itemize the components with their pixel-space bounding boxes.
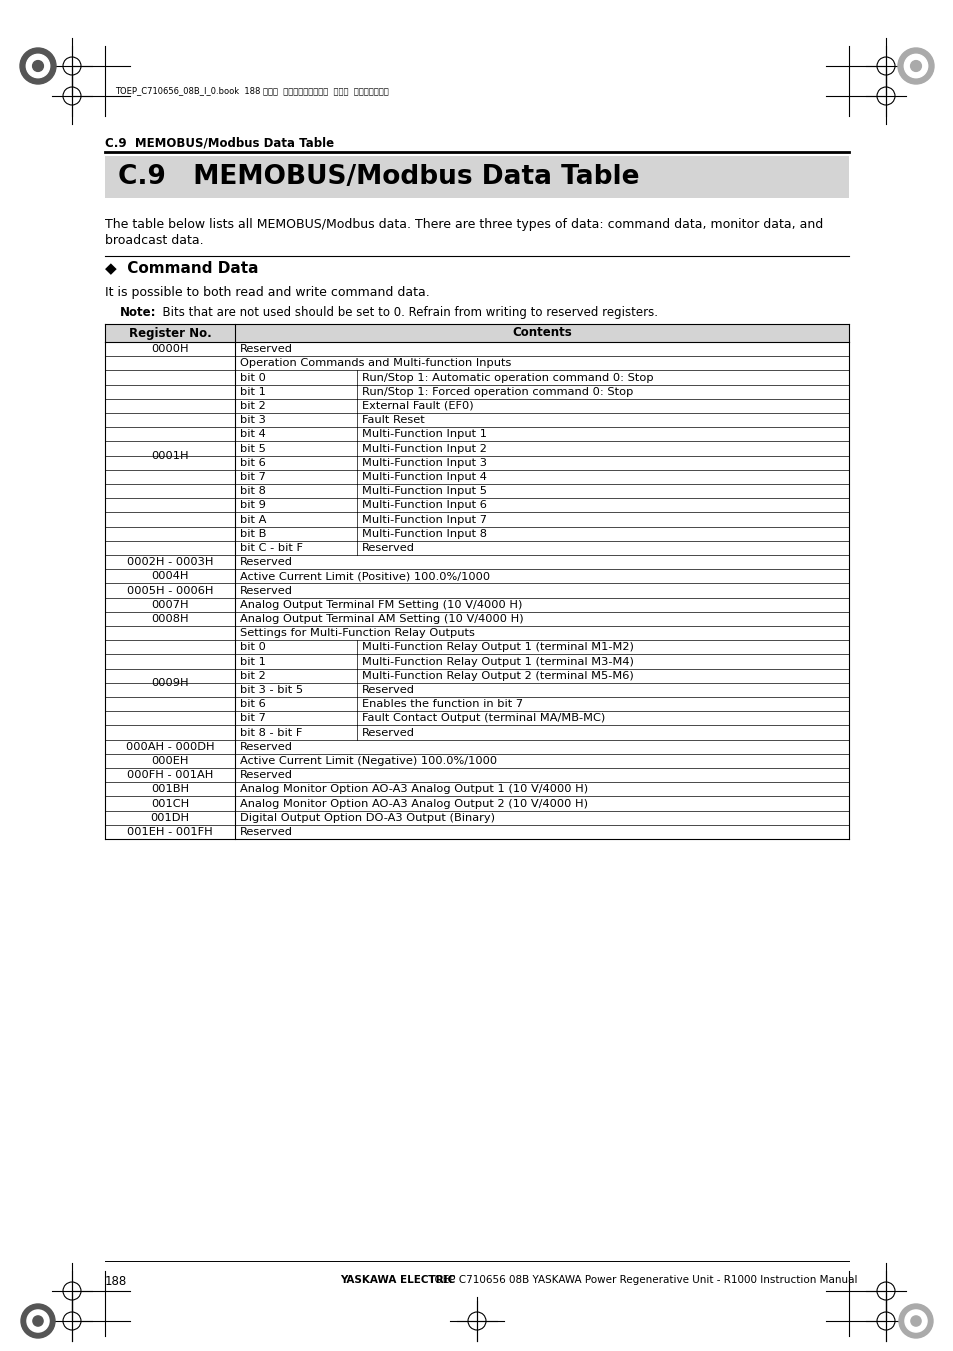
Text: ◆  Command Data: ◆ Command Data (105, 259, 258, 276)
Text: C.9  MEMOBUS/Modbus Data Table: C.9 MEMOBUS/Modbus Data Table (105, 136, 334, 149)
Circle shape (910, 1316, 921, 1327)
Text: Reserved: Reserved (361, 685, 415, 694)
Text: bit 6: bit 6 (240, 458, 266, 467)
Text: Multi-Function Input 3: Multi-Function Input 3 (361, 458, 486, 467)
Text: 001BH: 001BH (151, 785, 189, 794)
Text: bit 5: bit 5 (240, 443, 266, 454)
Text: Multi-Function Relay Output 1 (terminal M3-M4): Multi-Function Relay Output 1 (terminal … (361, 657, 633, 666)
Text: 188: 188 (105, 1275, 127, 1288)
Text: Run/Stop 1: Forced operation command 0: Stop: Run/Stop 1: Forced operation command 0: … (361, 386, 633, 397)
Text: 0009H: 0009H (151, 678, 189, 688)
Text: 001CH: 001CH (151, 798, 189, 808)
Text: Reserved: Reserved (361, 543, 415, 553)
Text: 000FH - 001AH: 000FH - 001AH (127, 770, 213, 780)
Text: bit 2: bit 2 (240, 670, 266, 681)
Text: Bits that are not used should be set to 0. Refrain from writing to reserved regi: Bits that are not used should be set to … (154, 305, 658, 319)
Text: Digital Output Option DO-A3 Output (Binary): Digital Output Option DO-A3 Output (Bina… (240, 813, 495, 823)
Text: Multi-Function Input 8: Multi-Function Input 8 (361, 528, 486, 539)
Text: Operation Commands and Multi-function Inputs: Operation Commands and Multi-function In… (240, 358, 511, 369)
Text: bit 7: bit 7 (240, 713, 266, 723)
Text: Multi-Function Relay Output 1 (terminal M1-M2): Multi-Function Relay Output 1 (terminal … (361, 642, 633, 653)
Text: bit B: bit B (240, 528, 266, 539)
Text: Multi-Function Input 1: Multi-Function Input 1 (361, 430, 486, 439)
Text: TOEP C710656 08B YASKAWA Power Regenerative Unit - R1000 Instruction Manual: TOEP C710656 08B YASKAWA Power Regenerat… (424, 1275, 857, 1285)
Text: Active Current Limit (Positive) 100.0%/1000: Active Current Limit (Positive) 100.0%/1… (240, 571, 490, 581)
Circle shape (32, 1316, 43, 1327)
Text: Multi-Function Input 5: Multi-Function Input 5 (361, 486, 486, 496)
Text: broadcast data.: broadcast data. (105, 234, 203, 247)
Text: Analog Output Terminal FM Setting (10 V/4000 H): Analog Output Terminal FM Setting (10 V/… (240, 600, 522, 609)
Text: C.9   MEMOBUS/Modbus Data Table: C.9 MEMOBUS/Modbus Data Table (118, 163, 639, 190)
Text: bit A: bit A (240, 515, 266, 524)
Bar (105, 155, 848, 199)
Text: Run/Stop 1: Automatic operation command 0: Stop: Run/Stop 1: Automatic operation command … (361, 373, 653, 382)
Text: External Fault (EF0): External Fault (EF0) (361, 401, 473, 411)
Text: bit 0: bit 0 (240, 642, 266, 653)
Circle shape (903, 54, 926, 78)
Text: Contents: Contents (512, 327, 571, 339)
Circle shape (898, 1304, 932, 1337)
Text: YASKAWA ELECTRIC: YASKAWA ELECTRIC (339, 1275, 455, 1285)
Text: Enables the function in bit 7: Enables the function in bit 7 (361, 698, 522, 709)
Text: bit 4: bit 4 (240, 430, 266, 439)
Circle shape (910, 61, 921, 72)
Text: 0004H: 0004H (152, 571, 189, 581)
Text: 0008H: 0008H (151, 613, 189, 624)
Text: TOEP_C710656_08B_I_0.book  188 ページ  ２０１５年２月５日  木曜日  午前１０時７分: TOEP_C710656_08B_I_0.book 188 ページ ２０１５年２… (115, 86, 388, 96)
Text: Fault Contact Output (terminal MA/MB-MC): Fault Contact Output (terminal MA/MB-MC) (361, 713, 604, 723)
Text: Reserved: Reserved (240, 742, 293, 751)
Circle shape (897, 49, 933, 84)
Text: 000EH: 000EH (152, 757, 189, 766)
Text: Note:: Note: (120, 305, 156, 319)
Text: Multi-Function Input 6: Multi-Function Input 6 (361, 500, 486, 511)
Text: 0002H - 0003H: 0002H - 0003H (127, 557, 213, 567)
Text: Multi-Function Input 4: Multi-Function Input 4 (361, 471, 486, 482)
Text: bit C - bit F: bit C - bit F (240, 543, 303, 553)
Text: Reserved: Reserved (240, 827, 293, 836)
Text: 0000H: 0000H (151, 345, 189, 354)
Text: 001DH: 001DH (151, 813, 190, 823)
Bar (105, 324, 848, 342)
Text: bit 2: bit 2 (240, 401, 266, 411)
Text: Reserved: Reserved (240, 585, 293, 596)
Circle shape (32, 61, 43, 72)
Circle shape (21, 1304, 55, 1337)
Text: Settings for Multi-Function Relay Outputs: Settings for Multi-Function Relay Output… (240, 628, 475, 638)
Text: 000AH - 000DH: 000AH - 000DH (126, 742, 214, 751)
Text: bit 7: bit 7 (240, 471, 266, 482)
Text: Active Current Limit (Negative) 100.0%/1000: Active Current Limit (Negative) 100.0%/1… (240, 757, 497, 766)
Circle shape (27, 1310, 49, 1332)
Text: 001EH - 001FH: 001EH - 001FH (127, 827, 213, 836)
Text: Fault Reset: Fault Reset (361, 415, 424, 426)
Text: Reserved: Reserved (361, 727, 415, 738)
Text: 0007H: 0007H (151, 600, 189, 609)
Circle shape (904, 1310, 926, 1332)
Text: Multi-Function Relay Output 2 (terminal M5-M6): Multi-Function Relay Output 2 (terminal … (361, 670, 633, 681)
Text: bit 1: bit 1 (240, 657, 266, 666)
Text: Register No.: Register No. (129, 327, 212, 339)
Text: bit 1: bit 1 (240, 386, 266, 397)
Text: bit 8 - bit F: bit 8 - bit F (240, 727, 302, 738)
Text: 0005H - 0006H: 0005H - 0006H (127, 585, 213, 596)
Text: bit 9: bit 9 (240, 500, 266, 511)
Text: bit 6: bit 6 (240, 698, 266, 709)
Text: bit 3: bit 3 (240, 415, 266, 426)
Text: bit 8: bit 8 (240, 486, 266, 496)
Text: Multi-Function Input 7: Multi-Function Input 7 (361, 515, 486, 524)
Text: Analog Output Terminal AM Setting (10 V/4000 H): Analog Output Terminal AM Setting (10 V/… (240, 613, 523, 624)
Text: It is possible to both read and write command data.: It is possible to both read and write co… (105, 286, 429, 299)
Text: Analog Monitor Option AO-A3 Analog Output 1 (10 V/4000 H): Analog Monitor Option AO-A3 Analog Outpu… (240, 785, 587, 794)
Text: 0001H: 0001H (151, 451, 189, 461)
Text: The table below lists all MEMOBUS/Modbus data. There are three types of data: co: The table below lists all MEMOBUS/Modbus… (105, 218, 822, 231)
Text: Reserved: Reserved (240, 557, 293, 567)
Text: bit 3 - bit 5: bit 3 - bit 5 (240, 685, 303, 694)
Text: Multi-Function Input 2: Multi-Function Input 2 (361, 443, 486, 454)
Text: Reserved: Reserved (240, 345, 293, 354)
Text: Analog Monitor Option AO-A3 Analog Output 2 (10 V/4000 H): Analog Monitor Option AO-A3 Analog Outpu… (240, 798, 587, 808)
Circle shape (27, 54, 50, 78)
Circle shape (20, 49, 56, 84)
Text: bit 0: bit 0 (240, 373, 266, 382)
Text: Reserved: Reserved (240, 770, 293, 780)
